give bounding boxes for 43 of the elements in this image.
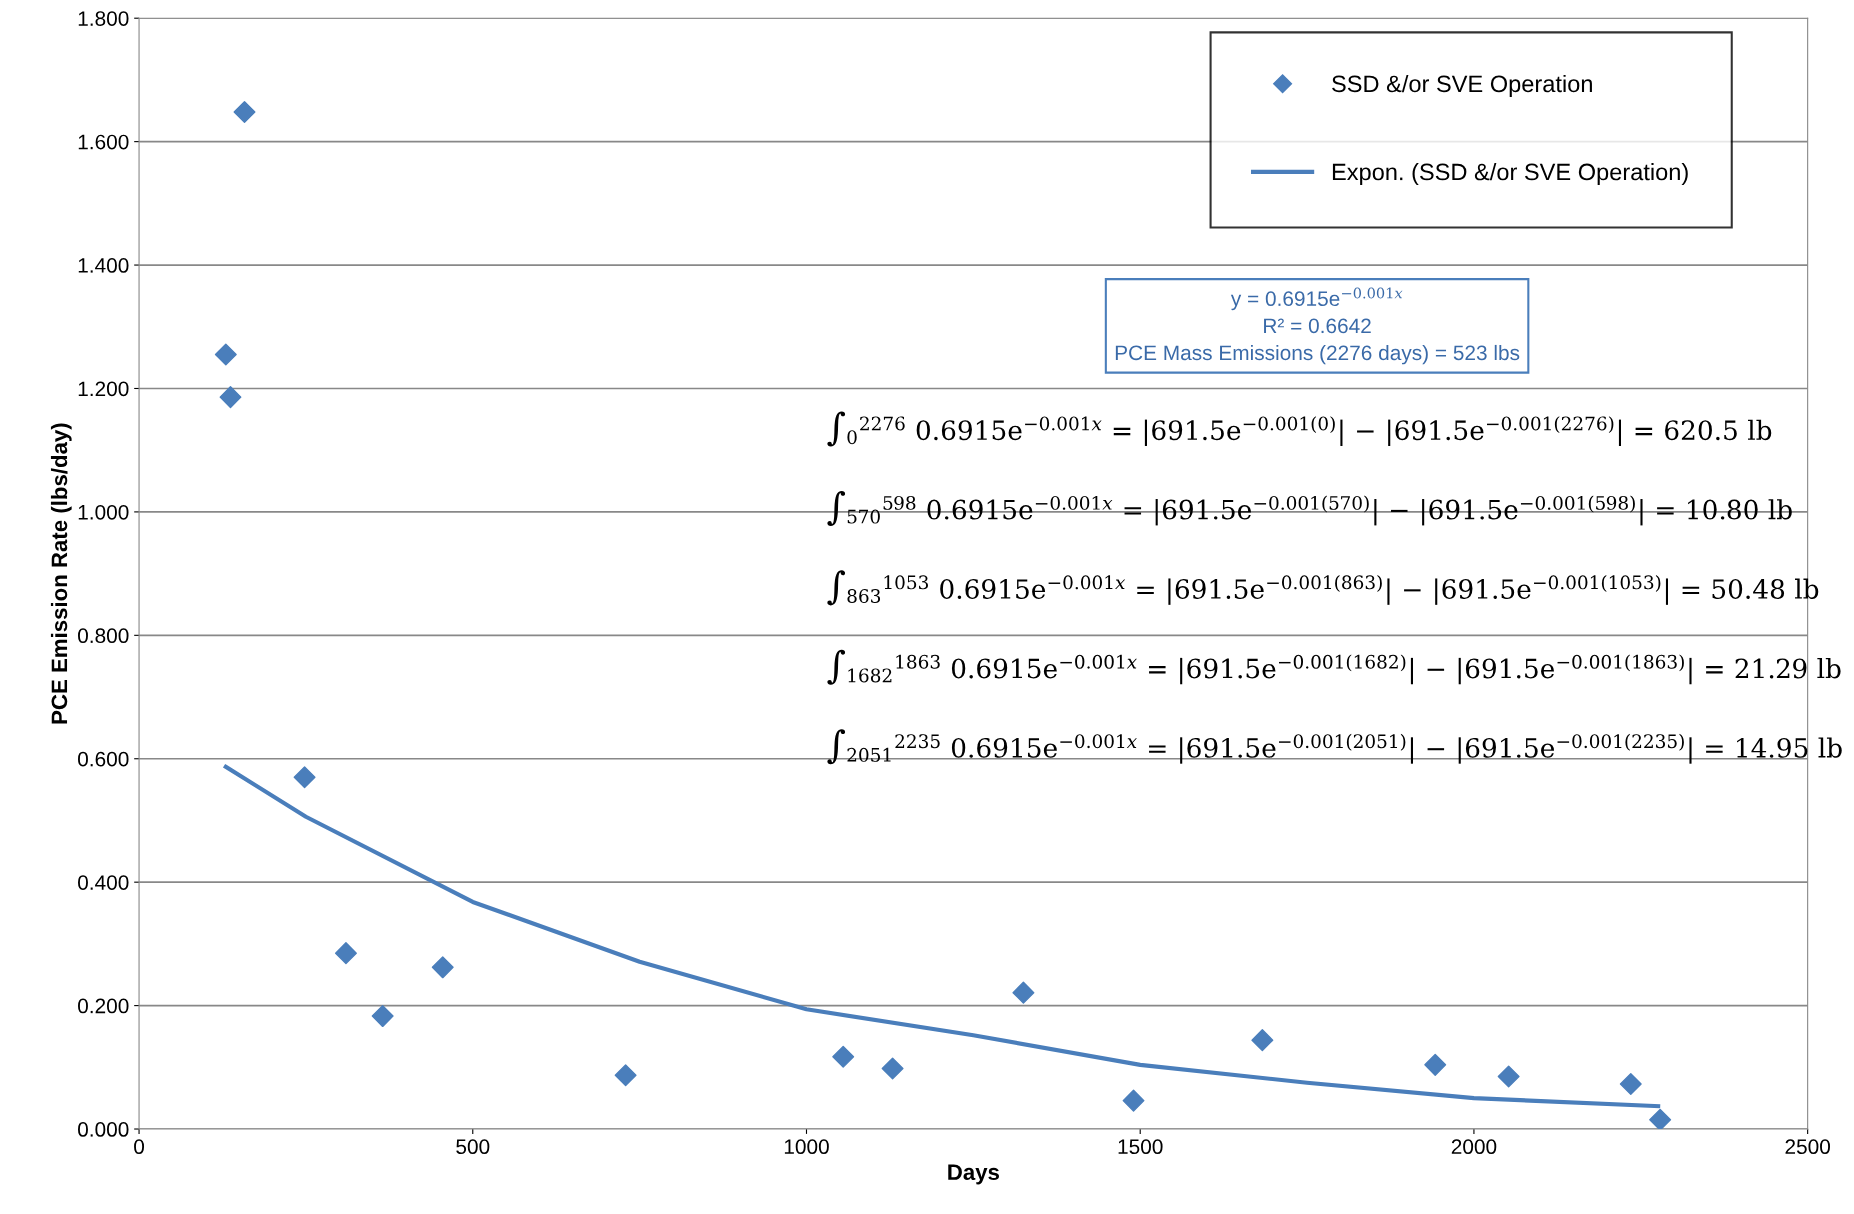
text: y = 0.6915e$^{−0.001x}$ R² = 0.6642 PCE Mass Emissions (2276 days) = 523 lbs xyxy=(1115,287,1520,365)
y-tick-label: 1.600 xyxy=(78,134,129,150)
x-tick-label: 1500 xyxy=(1118,1139,1163,1155)
point xyxy=(1649,1108,1672,1130)
legend-label: SSD &/or SVE Operation xyxy=(1332,74,1592,97)
y-tick-label: 1.000 xyxy=(78,504,129,520)
point xyxy=(1251,1029,1274,1052)
point xyxy=(1122,1089,1145,1112)
point xyxy=(1424,1053,1447,1076)
text: ∫$_{570}$$^{598}$ 0.6915e$^{−0.001x}$ = |691.5e$^{−0.001(570)}$| − |691.5e$^{−0.001(598)}$| = 10.80 lb xyxy=(827,490,1792,526)
point xyxy=(431,956,454,979)
x-tick-label: 2500 xyxy=(1785,1139,1831,1155)
y-tick-label: 0.800 xyxy=(78,628,129,644)
y-tick-label: 0.400 xyxy=(78,875,129,890)
text: ∫$_{863}$$^{1053}$ 0.6915e$^{−0.001x}$ = |691.5e$^{−0.001(863)}$| − |691.5e$^{−0.001(1053)}$| = 50.48 lb xyxy=(827,570,1819,606)
point xyxy=(214,343,237,366)
text: ∫$_{2051}$$^{2235}$ 0.6915e$^{−0.001x}$ = |691.5e$^{−0.001(2051)}$| − |691.5e$^{−0.001(2235)}$| = 14.95 lb xyxy=(827,729,1842,765)
y-tick-label: 0.600 xyxy=(78,751,129,767)
y-tick-label: 0.000 xyxy=(78,1122,129,1137)
x-axis-title: Days xyxy=(948,1164,999,1185)
text: ∫$_{0}$$^{2276}$ 0.6915e$^{−0.001x}$ = |691.5e$^{−0.001(0)}$| − |691.5e$^{−0.001(2276)}$| = 620.5 lb xyxy=(827,411,1772,447)
x-tick-label: 500 xyxy=(456,1139,490,1155)
x-tick-label: 0 xyxy=(134,1139,145,1155)
point xyxy=(832,1045,855,1068)
point xyxy=(233,101,256,124)
legend-label: Expon. (SSD &/or SVE Operation) xyxy=(1332,163,1688,186)
y-axis-title: PCE Emission Rate (lbs/day) xyxy=(50,423,72,724)
x-tick-label: 2000 xyxy=(1451,1139,1497,1155)
y-tick-label: 1.400 xyxy=(78,258,129,273)
point xyxy=(371,1005,394,1028)
x-tick-label: 1000 xyxy=(784,1139,829,1155)
point xyxy=(1619,1072,1642,1095)
point xyxy=(881,1057,904,1080)
y-tick-label: 0.200 xyxy=(78,998,129,1014)
point xyxy=(614,1064,637,1087)
point xyxy=(219,386,242,409)
point xyxy=(1012,981,1035,1004)
text: ∫$_{1682}$$^{1863}$ 0.6915e$^{−0.001x}$ = |691.5e$^{−0.001(1682)}$| − |691.5e$^{−0.001(1863)}$| = 21.29 lb xyxy=(827,649,1841,685)
point xyxy=(1497,1065,1520,1088)
point xyxy=(334,942,357,965)
y-tick-label: 1.200 xyxy=(78,381,129,397)
point xyxy=(293,766,316,789)
y-tick-label: 1.800 xyxy=(78,11,129,26)
